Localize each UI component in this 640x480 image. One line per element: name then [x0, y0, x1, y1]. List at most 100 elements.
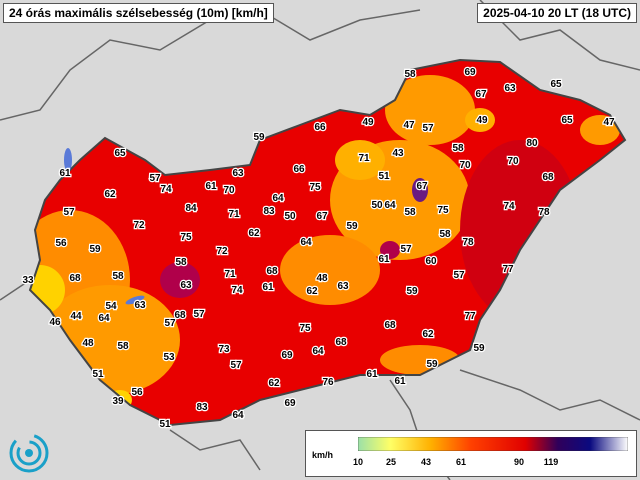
station-wind-value: 78	[462, 237, 474, 248]
lake-neusiedl	[64, 148, 72, 172]
station-wind-value: 57	[193, 309, 205, 320]
station-wind-value: 74	[231, 285, 243, 296]
station-wind-value: 51	[92, 369, 104, 380]
station-wind-value: 62	[248, 228, 260, 239]
station-wind-value: 51	[378, 171, 390, 182]
station-wind-value: 48	[82, 338, 94, 349]
station-wind-value: 75	[299, 323, 311, 334]
station-wind-value: 54	[105, 301, 117, 312]
legend-tick: 43	[420, 457, 432, 467]
station-wind-value: 50	[284, 211, 296, 222]
station-wind-value: 63	[134, 300, 146, 311]
station-wind-value: 68	[335, 337, 347, 348]
station-wind-value: 46	[49, 317, 61, 328]
legend-tick: 90	[513, 457, 525, 467]
station-wind-value: 68	[266, 266, 278, 277]
station-wind-value: 68	[69, 273, 81, 284]
station-wind-value: 44	[70, 311, 82, 322]
station-wind-value: 64	[98, 313, 110, 324]
station-wind-value: 64	[300, 237, 312, 248]
station-wind-value: 56	[55, 238, 67, 249]
station-wind-value: 83	[263, 206, 275, 217]
station-wind-value: 70	[459, 160, 471, 171]
station-wind-value: 67	[416, 181, 428, 192]
station-wind-value: 63	[232, 168, 244, 179]
hungary-border	[28, 58, 627, 427]
station-wind-value: 58	[175, 257, 187, 268]
legend-tick: 61	[455, 457, 467, 467]
station-wind-value: 78	[538, 207, 550, 218]
station-wind-value: 58	[404, 69, 416, 80]
station-wind-value: 63	[504, 83, 516, 94]
station-wind-value: 49	[476, 115, 488, 126]
station-wind-value: 69	[284, 398, 296, 409]
station-wind-value: 59	[89, 244, 101, 255]
station-wind-value: 57	[230, 360, 242, 371]
station-wind-value: 71	[228, 209, 240, 220]
station-wind-value: 57	[149, 173, 161, 184]
station-wind-value: 72	[133, 220, 145, 231]
station-wind-value: 59	[253, 132, 265, 143]
map-title: 24 órás maximális szélsebesség (10m) [km…	[3, 3, 274, 23]
station-wind-value: 65	[114, 148, 126, 159]
station-wind-value: 59	[473, 343, 485, 354]
legend-tick: 119	[543, 457, 559, 467]
station-wind-value: 57	[63, 207, 75, 218]
station-wind-value: 68	[174, 310, 186, 321]
station-wind-value: 74	[503, 201, 515, 212]
station-wind-value: 77	[464, 311, 476, 322]
station-wind-value: 47	[603, 117, 615, 128]
station-wind-value: 61	[378, 254, 390, 265]
legend-tick: 25	[385, 457, 397, 467]
station-wind-value: 69	[281, 350, 293, 361]
station-wind-value: 61	[205, 181, 217, 192]
lake-balaton	[125, 295, 145, 305]
station-wind-value: 63	[180, 280, 192, 291]
station-wind-value: 62	[268, 378, 280, 389]
station-wind-value: 48	[316, 273, 328, 284]
station-wind-value: 83	[196, 402, 208, 413]
station-wind-value: 64	[312, 346, 324, 357]
station-wind-value: 50	[371, 200, 383, 211]
station-wind-value: 49	[362, 117, 374, 128]
station-wind-value: 70	[223, 185, 235, 196]
station-wind-value: 71	[224, 269, 236, 280]
station-wind-value: 59	[406, 286, 418, 297]
station-wind-value: 33	[22, 275, 34, 286]
station-wind-value: 63	[337, 281, 349, 292]
station-wind-value: 84	[185, 203, 197, 214]
station-wind-value: 47	[403, 120, 415, 131]
station-wind-value: 56	[131, 387, 143, 398]
station-wind-value: 53	[163, 352, 175, 363]
station-wind-value: 58	[439, 229, 451, 240]
legend-bar	[358, 437, 628, 451]
logo-icon	[9, 433, 49, 473]
station-wind-value: 64	[232, 410, 244, 421]
station-wind-value: 67	[316, 211, 328, 222]
station-wind-value: 59	[426, 359, 438, 370]
station-wind-value: 70	[507, 156, 519, 167]
station-wind-value: 75	[180, 232, 192, 243]
station-wind-value: 76	[322, 377, 334, 388]
station-wind-value: 57	[400, 244, 412, 255]
station-wind-value: 72	[216, 246, 228, 257]
station-wind-value: 61	[394, 376, 406, 387]
legend-unit: km/h	[312, 450, 334, 460]
station-wind-value: 61	[262, 282, 274, 293]
station-wind-value: 65	[561, 115, 573, 126]
station-wind-value: 66	[293, 164, 305, 175]
legend-tick: 10	[352, 457, 364, 467]
station-wind-value: 75	[437, 205, 449, 216]
station-wind-value: 69	[464, 67, 476, 78]
station-wind-value: 71	[358, 153, 370, 164]
station-wind-value: 62	[104, 189, 116, 200]
station-wind-value: 59	[346, 221, 358, 232]
station-wind-value: 57	[164, 318, 176, 329]
station-wind-value: 64	[272, 193, 284, 204]
station-wind-value: 58	[452, 143, 464, 154]
station-wind-value: 57	[453, 270, 465, 281]
station-wind-value: 66	[314, 122, 326, 133]
